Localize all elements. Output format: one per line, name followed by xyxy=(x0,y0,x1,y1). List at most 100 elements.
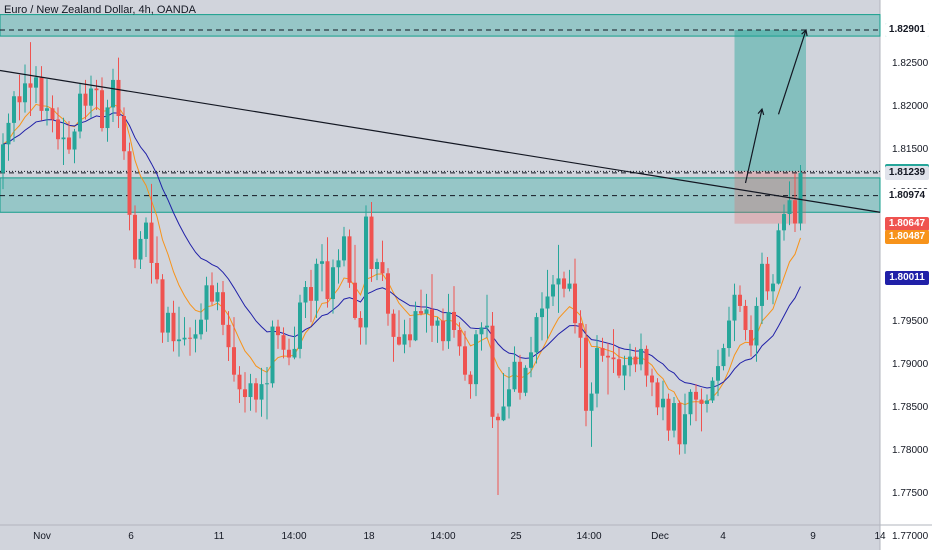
candle-body xyxy=(111,79,115,108)
candle-body xyxy=(358,317,363,328)
plot-background xyxy=(0,0,880,550)
forecast-arrowhead xyxy=(801,28,808,37)
candle-body xyxy=(237,374,242,390)
projection-target-area xyxy=(734,29,806,172)
time-tick: Nov xyxy=(33,531,51,542)
candle-body xyxy=(386,273,390,314)
candle-body xyxy=(215,292,220,302)
candle-body xyxy=(617,359,621,376)
candle-body xyxy=(177,339,181,342)
candle-body xyxy=(226,324,231,348)
candle-body xyxy=(89,88,93,106)
candle-body xyxy=(518,361,522,393)
candle-body xyxy=(83,93,88,106)
price-tick: 1.77000 xyxy=(892,531,929,543)
candle-body xyxy=(199,319,203,335)
candle-body xyxy=(281,335,286,350)
ma-slow-line xyxy=(2,112,801,389)
candle-body xyxy=(771,283,775,292)
candle-body xyxy=(567,283,572,289)
candle-body xyxy=(314,263,319,301)
trendline xyxy=(0,69,881,213)
candle-body xyxy=(155,262,159,280)
candle-body xyxy=(798,172,803,224)
candle-body xyxy=(562,278,566,289)
zone-resistance xyxy=(0,14,881,37)
candle-body xyxy=(320,261,324,264)
candle-body xyxy=(23,83,27,103)
candle-body xyxy=(325,261,330,300)
candle-body xyxy=(765,263,770,292)
candle-body xyxy=(787,200,792,214)
candle-body xyxy=(50,108,55,120)
candle-body xyxy=(644,348,649,376)
candle-body xyxy=(463,346,467,375)
candle-body xyxy=(507,389,511,407)
candle-body xyxy=(287,349,291,358)
candle-body xyxy=(375,262,379,269)
price-tick: 1.78000 xyxy=(892,445,929,457)
candle-body xyxy=(754,305,759,346)
zone-support xyxy=(0,177,881,213)
candle-body xyxy=(364,216,368,328)
candle-body xyxy=(424,309,429,314)
candle-body xyxy=(661,398,665,408)
price-badge: 1.80487 xyxy=(885,230,929,245)
candle-body xyxy=(655,382,660,408)
forecast-arrowhead xyxy=(757,107,765,116)
candle-body xyxy=(331,267,335,300)
candle-body xyxy=(105,107,110,129)
time-tick: 11 xyxy=(213,531,225,542)
candle-body xyxy=(699,399,704,404)
candle-body xyxy=(270,326,275,384)
candle-body xyxy=(193,334,198,339)
candle-body xyxy=(149,222,154,263)
candle-body xyxy=(243,389,247,398)
candle-body xyxy=(666,398,671,431)
price-tick: 1.82000 xyxy=(892,101,929,113)
candle-body xyxy=(336,260,341,268)
candle-body xyxy=(28,83,33,88)
ma-fast-line xyxy=(2,103,801,406)
candle-body xyxy=(650,375,654,383)
candle-body xyxy=(584,337,588,411)
candle-body xyxy=(628,356,632,366)
candle-body xyxy=(380,262,385,274)
candle-body xyxy=(452,311,456,330)
candle-body xyxy=(259,384,264,400)
price-tick: 1.82500 xyxy=(892,58,929,70)
candle-body xyxy=(760,263,764,306)
candle-body xyxy=(116,79,121,117)
candle-body xyxy=(292,348,297,358)
price-tick: 1.78500 xyxy=(892,402,929,414)
candle-body xyxy=(430,309,434,326)
candle-body xyxy=(347,236,352,283)
price-badge: 1.80011 xyxy=(885,271,929,286)
candle-body xyxy=(265,383,269,385)
candle-body xyxy=(72,131,77,150)
price-tick: 1.81500 xyxy=(892,144,929,156)
candle-body xyxy=(210,285,214,302)
candle-body xyxy=(221,292,225,325)
price-tick: 1.79500 xyxy=(892,316,929,328)
candle-body xyxy=(606,355,610,358)
candle-body xyxy=(12,96,16,123)
candle-body xyxy=(611,357,616,360)
candle-body xyxy=(254,383,258,400)
candle-body xyxy=(446,311,451,342)
time-tick: Dec xyxy=(651,531,669,542)
candle-body xyxy=(342,236,346,261)
candle-body xyxy=(490,325,495,417)
candle-body xyxy=(67,137,71,150)
candle-body xyxy=(578,323,583,338)
candle-body xyxy=(298,302,302,349)
candle-body xyxy=(353,282,357,318)
time-tick: 25 xyxy=(510,531,522,542)
candle-body xyxy=(122,116,126,152)
candle-body xyxy=(100,90,104,129)
candle-body xyxy=(408,334,412,341)
chart-title: Euro / New Zealand Dollar, 4h, OANDA xyxy=(4,4,196,16)
candle-body xyxy=(309,287,313,301)
candle-body xyxy=(688,391,693,415)
